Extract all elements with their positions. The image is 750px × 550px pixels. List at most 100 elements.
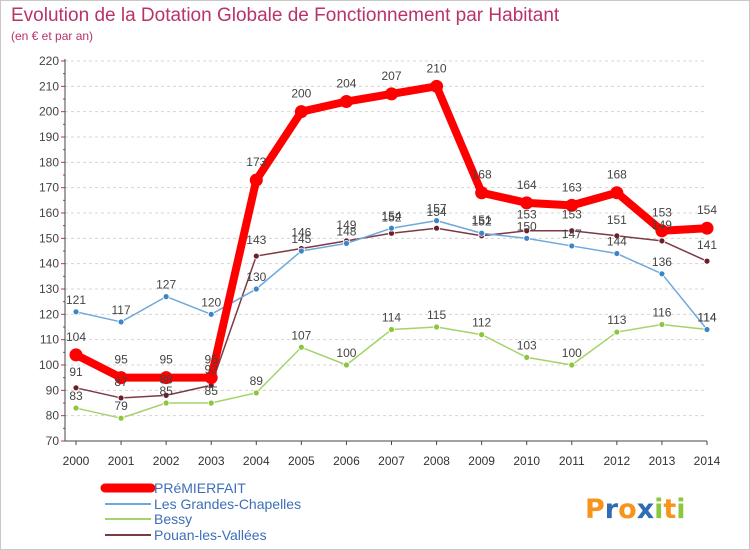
- data-label: 164: [517, 178, 537, 192]
- x-tick-label: 2002: [153, 454, 180, 468]
- data-label: 117: [112, 303, 131, 317]
- data-point: [568, 361, 576, 369]
- data-label: 152: [381, 210, 401, 224]
- y-tick-label: 130: [39, 282, 59, 296]
- y-tick-label: 170: [39, 181, 59, 195]
- data-label: 151: [607, 213, 627, 227]
- data-point: [249, 173, 263, 187]
- data-label: 83: [69, 389, 83, 403]
- data-point: [162, 391, 170, 399]
- data-point: [252, 252, 260, 260]
- legend-label: PRéMIERFAIT: [154, 480, 246, 496]
- x-tick-label: 2007: [378, 454, 405, 468]
- data-label: 210: [427, 61, 447, 75]
- data-label: 154: [427, 205, 447, 219]
- data-label: 120: [201, 295, 221, 309]
- series-1: [72, 217, 711, 333]
- x-tick-label: 2005: [288, 454, 315, 468]
- data-point: [475, 186, 489, 200]
- data-point: [613, 250, 621, 257]
- data-point: [568, 227, 576, 235]
- data-label: 121: [66, 293, 86, 307]
- data-label: 103: [517, 338, 537, 352]
- logo-letter: x: [637, 494, 654, 525]
- data-point: [159, 371, 173, 385]
- data-point: [520, 196, 534, 210]
- data-label: 95: [205, 353, 219, 367]
- data-label: 100: [562, 346, 582, 360]
- data-point: [655, 224, 669, 238]
- data-label: 145: [291, 232, 311, 246]
- x-tick-label: 2004: [243, 454, 270, 468]
- data-point: [72, 404, 80, 412]
- x-tick-label: 2000: [63, 454, 90, 468]
- data-label: 85: [159, 384, 173, 398]
- data-label: 154: [381, 209, 401, 223]
- data-label: 100: [336, 346, 356, 360]
- data-point: [162, 293, 170, 301]
- x-tick-label: 2010: [513, 454, 540, 468]
- y-tick-label: 100: [39, 358, 59, 372]
- data-point: [658, 321, 666, 328]
- data-label: 153: [562, 208, 582, 222]
- data-label: 150: [517, 219, 537, 233]
- data-point: [343, 361, 350, 369]
- y-tick-label: 210: [39, 79, 59, 93]
- data-point: [69, 348, 83, 362]
- data-label: 79: [114, 399, 128, 413]
- x-tick-label: 2006: [333, 454, 360, 468]
- x-tick-label: 2008: [423, 454, 450, 468]
- data-label: 168: [472, 168, 492, 182]
- y-tick-label: 90: [46, 383, 60, 397]
- data-point: [72, 384, 80, 392]
- data-label: 141: [697, 238, 717, 252]
- data-point: [114, 371, 128, 385]
- x-tick-label: 2014: [694, 454, 721, 468]
- data-point: [117, 414, 125, 422]
- x-tick-label: 2011: [559, 454, 585, 468]
- data-label: 149: [652, 218, 672, 232]
- data-label: 152: [472, 214, 492, 228]
- data-point: [613, 232, 621, 240]
- data-point: [703, 326, 711, 333]
- data-label: 130: [246, 270, 266, 284]
- data-point: [430, 79, 444, 93]
- data-label: 151: [472, 213, 492, 227]
- data-label: 127: [156, 278, 176, 292]
- data-label: 154: [697, 203, 717, 217]
- data-label: 146: [291, 225, 311, 239]
- data-label: 147: [562, 227, 582, 241]
- data-label: 112: [472, 316, 491, 330]
- data-label: 149: [336, 218, 356, 232]
- data-point: [204, 371, 218, 385]
- data-label: 136: [652, 255, 672, 269]
- data-label: 144: [607, 235, 627, 249]
- data-label: 114: [382, 311, 401, 325]
- y-tick-label: 220: [39, 54, 59, 68]
- chart-subtitle: (en € et par an): [11, 29, 94, 43]
- series-layer: [69, 79, 714, 422]
- y-tick-label: 120: [39, 307, 59, 321]
- data-point: [433, 224, 440, 232]
- legend-label: Bessy: [154, 511, 192, 527]
- chart-title: Evolution de la Dotation Globale de Fonc…: [11, 5, 560, 26]
- data-point: [700, 221, 714, 235]
- data-point: [388, 326, 395, 333]
- data-label: 207: [381, 69, 401, 83]
- logo-letter: t: [663, 494, 676, 525]
- y-tick-label: 150: [39, 231, 59, 245]
- x-tick-label: 2003: [198, 454, 225, 468]
- legend-label: Les Grandes-Chapelles: [154, 496, 301, 512]
- data-label: 107: [291, 328, 311, 342]
- data-label: 148: [336, 224, 356, 238]
- x-tick-label: 2013: [649, 454, 676, 468]
- series-2: [72, 321, 711, 422]
- y-tick-label: 190: [39, 130, 59, 144]
- y-tick-label: 110: [40, 333, 59, 347]
- series-line: [75, 323, 708, 419]
- data-label: 95: [159, 353, 173, 367]
- data-point: [385, 87, 398, 101]
- proxiti-logo: Proxiti: [585, 494, 686, 525]
